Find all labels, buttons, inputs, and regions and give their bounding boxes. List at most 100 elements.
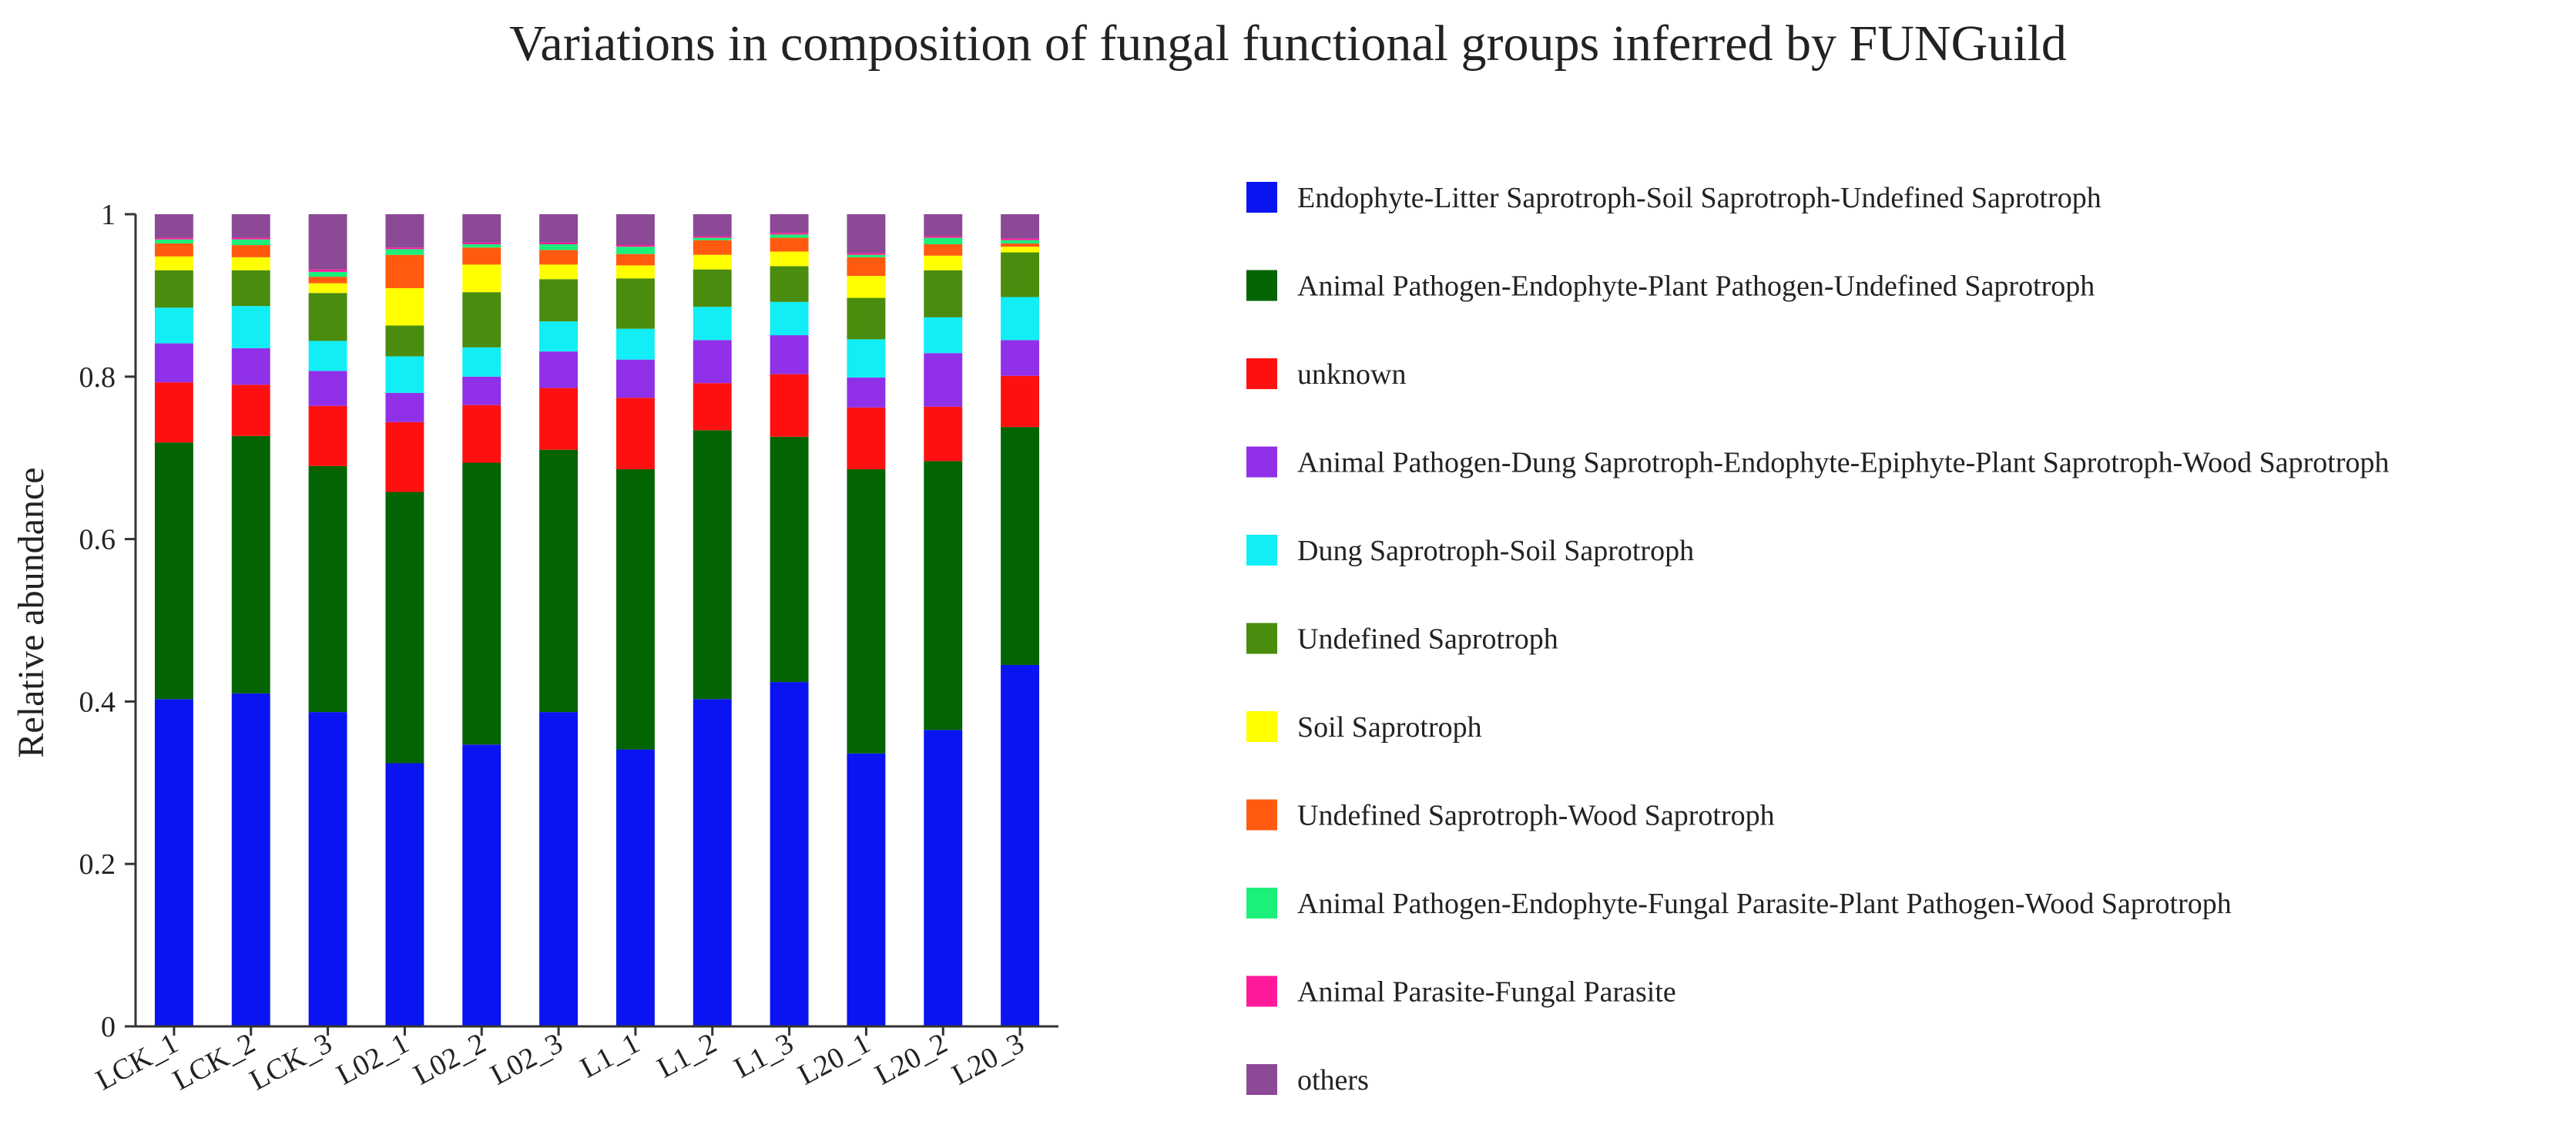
legend-item: Animal Pathogen-Dung Saprotroph-Endophyt…: [1246, 446, 2390, 479]
y-axis: 0 0.2 0.4 0.6 0.8 1: [79, 199, 137, 1043]
bar-segment: [154, 699, 193, 1026]
bar-segment: [154, 382, 193, 443]
bar-segment: [693, 430, 732, 700]
bar-segment: [924, 255, 963, 270]
legend-label: Dung Saprotroph-Soil Saprotroph: [1297, 535, 1694, 567]
bar-segment: [693, 214, 732, 237]
bar-segment: [1001, 427, 1040, 665]
bar-segment: [847, 377, 886, 408]
bar-segment: [847, 407, 886, 469]
bar-segment: [924, 317, 963, 354]
bar-segment: [615, 749, 655, 1026]
legend: Endophyte-Litter Saprotroph-Soil Saprotr…: [1246, 182, 2390, 1096]
bar-segment: [1001, 375, 1040, 428]
legend-item: Soil Saprotroph: [1246, 711, 1482, 744]
legend-item: Undefined Saprotroph-Wood Saprotroph: [1246, 799, 1775, 832]
x-category-label: LCK_3: [244, 1027, 337, 1097]
bar-segment: [924, 461, 963, 730]
bar-segment: [847, 339, 886, 378]
legend-swatch: [1246, 799, 1277, 831]
bar-segment: [231, 239, 270, 246]
bar-segment: [847, 468, 886, 754]
bar-segment: [615, 468, 655, 750]
bar-segment: [924, 406, 963, 462]
bar-segment: [924, 214, 963, 237]
bar-segment: [615, 328, 655, 360]
bar-segment: [847, 753, 886, 1026]
legend-item: Animal Pathogen-Endophyte-Plant Pathogen…: [1246, 270, 2095, 303]
bar-stack-l1_1: [615, 214, 655, 1026]
bar-segment: [462, 247, 501, 265]
bar-segment: [308, 271, 347, 277]
bar-segment: [308, 712, 347, 1026]
legend-swatch: [1246, 1064, 1277, 1095]
bar-segment: [462, 405, 501, 463]
bar-segment: [231, 435, 270, 693]
bar-segment: [615, 254, 655, 266]
bar-segment: [693, 340, 732, 384]
legend-item: Animal Parasite-Fungal Parasite: [1246, 976, 1676, 1009]
bar-segment: [615, 247, 655, 254]
legend-swatch: [1246, 182, 1277, 213]
bar-segment: [770, 234, 809, 238]
x-category-label: L1_2: [652, 1027, 722, 1085]
bar-segment: [385, 254, 424, 288]
bar-segment: [462, 462, 501, 745]
bar-segment: [770, 335, 809, 374]
bar-segment: [462, 376, 501, 405]
bar-segment: [154, 270, 193, 308]
bar-segment: [924, 243, 963, 256]
bar-segment: [1001, 214, 1040, 239]
bar-segment: [231, 693, 270, 1026]
bar-segment: [693, 236, 732, 238]
bar-segment: [847, 257, 886, 277]
x-category-label: L1_1: [575, 1027, 646, 1085]
legend-label: Soil Saprotroph: [1297, 711, 1482, 744]
bar-segment: [847, 297, 886, 340]
bar-segment: [154, 343, 193, 383]
legend-label: Animal Pathogen-Dung Saprotroph-Endophyt…: [1297, 447, 2390, 479]
bar-stack-lck_3: [308, 214, 347, 1026]
bar-segment: [539, 351, 579, 388]
bar-segment: [462, 214, 501, 243]
bar-segment: [154, 239, 193, 243]
bar-segment: [539, 279, 579, 322]
legend-swatch: [1246, 358, 1277, 389]
bar-stack-lck_2: [231, 214, 270, 1026]
bar-segment: [770, 266, 809, 302]
bar-stack-l1_3: [770, 214, 809, 1026]
bar-segment: [693, 699, 732, 1026]
bar-segment: [231, 270, 270, 307]
bar-segment: [770, 301, 809, 336]
bar-segment: [308, 405, 347, 466]
bar-segment: [924, 236, 963, 238]
bar-segment: [462, 264, 501, 293]
bar-segment: [385, 249, 424, 255]
bar-segment: [770, 436, 809, 683]
bar-segment: [847, 253, 886, 255]
bar-segment: [693, 269, 732, 307]
bar-segment: [615, 245, 655, 247]
x-category-label: L02_1: [331, 1027, 414, 1092]
bar-segment: [154, 237, 193, 240]
legend-swatch: [1246, 270, 1277, 301]
legend-label: Undefined Saprotroph-Wood Saprotroph: [1297, 800, 1775, 832]
bar-segment: [231, 237, 270, 240]
y-tick-label: 1: [101, 199, 116, 231]
bar-segment: [615, 359, 655, 398]
bar-segment: [693, 240, 732, 255]
bar-segment: [154, 442, 193, 700]
bar-segment: [1001, 664, 1040, 1026]
bar-segment: [385, 492, 424, 764]
legend-label: Animal Pathogen-Endophyte-Plant Pathogen…: [1297, 270, 2095, 303]
legend-label: Animal Parasite-Fungal Parasite: [1297, 976, 1676, 1009]
bar-segment: [308, 293, 347, 341]
bar-segment: [231, 348, 270, 385]
legend-swatch: [1246, 623, 1277, 654]
bar-segment: [462, 292, 501, 348]
bars: [154, 214, 1040, 1026]
chart-title: Variations in composition of fungal func…: [509, 15, 2067, 72]
bar-stack-lck_1: [154, 214, 193, 1026]
bar-segment: [615, 265, 655, 279]
bar-segment: [231, 306, 270, 348]
